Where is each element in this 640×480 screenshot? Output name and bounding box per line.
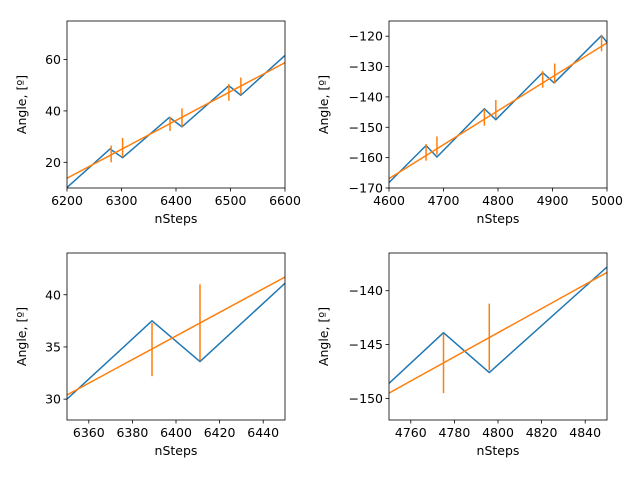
y-tick-label: −160 (349, 150, 383, 165)
plot-area (389, 34, 607, 184)
x-tick-label: 4780 (438, 425, 470, 440)
y-tick-label: 20 (45, 155, 61, 170)
subplot-bottom-left: 6360 6380 6400 6420 6440 30 35 40 nSteps Angle, [… (14, 252, 286, 458)
measured-line (389, 34, 607, 184)
plot-area (67, 276, 285, 400)
y-axis-label: Angle, [º] (316, 307, 331, 366)
y-tick-label: 35 (45, 339, 61, 354)
fit-line (67, 61, 285, 179)
x-axis-label: nSteps (155, 443, 198, 458)
y-tick-label: 30 (45, 392, 61, 407)
y-tick-label: −120 (349, 29, 383, 44)
x-tick-label: 4600 (373, 193, 405, 208)
y-tick-label: −145 (349, 337, 383, 352)
x-tick-label: 4760 (395, 425, 427, 440)
subplots-grid: 6200 6300 6400 6500 6600 20 40 60 nSteps Angle, [… (14, 20, 623, 458)
x-tick-label: 4840 (569, 425, 601, 440)
y-tick-label: 60 (45, 52, 61, 67)
measured-line (67, 54, 285, 188)
y-tick-label: −130 (349, 59, 383, 74)
x-axis-label: nSteps (477, 211, 520, 226)
x-tick-label: 6360 (73, 425, 105, 440)
y-tick-label: −150 (349, 120, 383, 135)
x-tick-label: 4820 (526, 425, 558, 440)
x-axis-label: nSteps (155, 211, 198, 226)
x-tick-label: 6380 (116, 425, 148, 440)
x-tick-label: 4800 (482, 193, 514, 208)
x-tick-label: 6600 (269, 193, 301, 208)
y-tick-label: −140 (349, 283, 383, 298)
x-tick-label: 6500 (215, 193, 247, 208)
y-tick-label: −170 (349, 181, 383, 196)
y-tick-label: 40 (45, 287, 61, 302)
y-axis-label: Angle, [º] (14, 75, 29, 134)
y-axis-label: Angle, [º] (316, 75, 331, 134)
subplot-bottom-right: 4760 4780 4800 4820 4840 −150 −145 −140 nSteps An… (316, 252, 608, 458)
measured-line (389, 266, 607, 384)
fit-line (67, 276, 285, 396)
x-tick-label: 6400 (160, 425, 192, 440)
y-tick-label: 40 (45, 103, 61, 118)
x-tick-label: 6200 (51, 193, 83, 208)
x-tick-label: 6400 (160, 193, 192, 208)
subplot-top-right: 4600 4700 4800 4900 5000 −170 −160 −150 −140 −130… (316, 20, 623, 226)
x-tick-label: 6440 (247, 425, 279, 440)
x-axis-label: nSteps (477, 443, 520, 458)
x-tick-label: 5000 (591, 193, 623, 208)
x-tick-label: 4700 (428, 193, 460, 208)
y-axis-label: Angle, [º] (14, 307, 29, 366)
y-tick-label: −140 (349, 89, 383, 104)
subplot-top-left: 6200 6300 6400 6500 6600 20 40 60 nSteps Angle, [… (14, 20, 301, 226)
measured-line (67, 282, 285, 400)
fit-line (389, 271, 607, 394)
x-tick-label: 6420 (204, 425, 236, 440)
plot-area (389, 266, 607, 394)
y-tick-label: −150 (349, 391, 383, 406)
x-tick-label: 4900 (537, 193, 569, 208)
x-tick-label: 6300 (106, 193, 138, 208)
plot-area (67, 54, 285, 188)
x-tick-label: 4800 (482, 425, 514, 440)
